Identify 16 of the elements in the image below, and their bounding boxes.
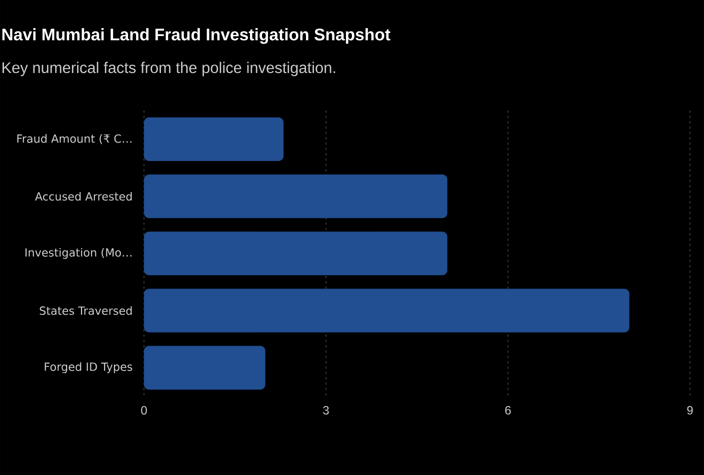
y-tick-label: Forged ID Types	[44, 362, 132, 374]
x-tick-label: 9	[687, 406, 693, 415]
y-tick-label: States Traversed	[40, 306, 132, 315]
y-tick-label: Fraud Amount (₹ C…	[17, 134, 132, 144]
x-tick-label: 0	[141, 406, 147, 415]
y-tick-label: Investigation (Mo…	[26, 248, 132, 259]
bar	[144, 174, 448, 218]
bar	[144, 232, 448, 276]
x-tick-label: 3	[323, 406, 329, 415]
bar	[144, 288, 630, 332]
y-tick-label: Accused Arrested	[35, 192, 132, 201]
x-tick-label: 6	[505, 406, 511, 415]
chart-subtitle: Key numerical facts from the police investigation.	[2, 62, 336, 76]
chart-title: Navi Mumbai Land Fraud Investigation Snapshot	[2, 28, 390, 44]
bar	[144, 346, 266, 390]
bar	[144, 117, 284, 162]
